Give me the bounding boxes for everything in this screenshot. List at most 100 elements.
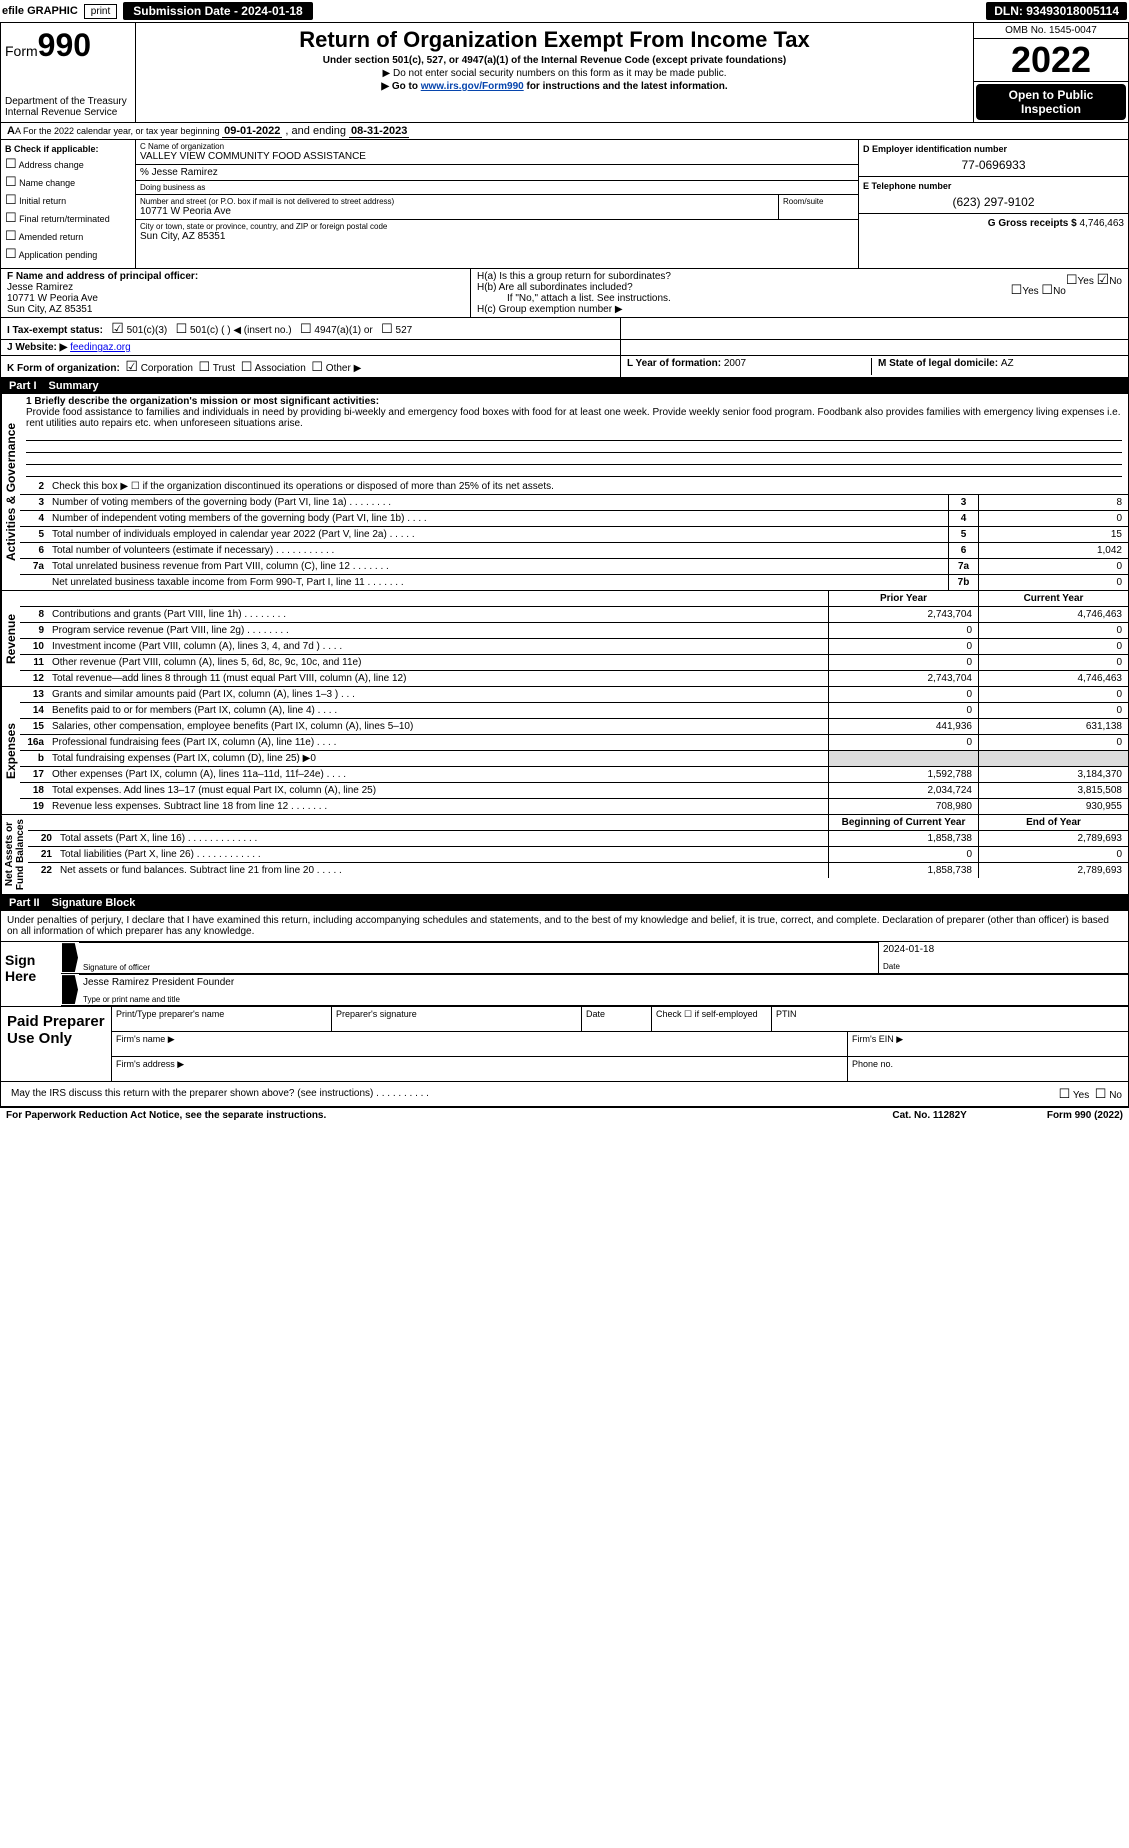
part1-title: Summary bbox=[49, 380, 99, 392]
website-link[interactable]: feedingaz.org bbox=[70, 342, 131, 353]
prep-sig: Preparer's signature bbox=[332, 1007, 582, 1031]
submission-date: Submission Date - 2024-01-18 bbox=[123, 2, 312, 20]
col-end: End of Year bbox=[978, 815, 1128, 830]
paid-preparer: Paid Preparer Use Only bbox=[1, 1007, 111, 1081]
firm-name: Firm's name ▶ bbox=[112, 1032, 848, 1056]
sig-declaration: Under penalties of perjury, I declare th… bbox=[1, 911, 1128, 942]
data-line: 12Total revenue—add lines 8 through 11 (… bbox=[20, 671, 1128, 686]
part2-label: Part II bbox=[9, 897, 40, 909]
city-label: City or town, state or province, country… bbox=[140, 222, 854, 231]
prep-check: Check ☐ if self-employed bbox=[652, 1007, 772, 1031]
data-line: Net unrelated business taxable income fr… bbox=[20, 575, 1128, 590]
city: Sun City, AZ 85351 bbox=[140, 231, 854, 242]
check-item: Name change bbox=[5, 174, 131, 190]
h-b: H(b) Are all subordinates included? bbox=[477, 282, 633, 293]
h-a: H(a) Is this a group return for subordin… bbox=[477, 271, 671, 282]
omb-number: OMB No. 1545-0047 bbox=[974, 23, 1128, 39]
addr-label: Number and street (or P.O. box if mail i… bbox=[140, 197, 774, 206]
data-line: 20Total assets (Part X, line 16) . . . .… bbox=[28, 831, 1128, 847]
form-org-label: K Form of organization: bbox=[7, 363, 120, 374]
tax-year: 2022 bbox=[974, 39, 1128, 82]
sig-date: 2024-01-18 bbox=[883, 944, 934, 955]
check-item: Amended return bbox=[5, 228, 131, 244]
form-number: Form990 bbox=[5, 27, 131, 64]
firm-ein: Firm's EIN ▶ bbox=[848, 1032, 1128, 1056]
data-line: 5Total number of individuals employed in… bbox=[20, 527, 1128, 543]
gross: 4,746,463 bbox=[1080, 218, 1125, 229]
q2: Check this box ▶ ☐ if the organization d… bbox=[48, 479, 1128, 494]
sign-here: Sign Here bbox=[1, 942, 61, 1006]
tel: (623) 297-9102 bbox=[863, 195, 1124, 209]
efile-label: efile GRAPHIC bbox=[2, 5, 78, 17]
form-note1: ▶ Do not enter social security numbers o… bbox=[140, 68, 969, 79]
q1-label: 1 Briefly describe the organization's mi… bbox=[26, 396, 379, 407]
gross-label: G Gross receipts $ bbox=[988, 218, 1080, 229]
check-item: Application pending bbox=[5, 246, 131, 262]
check-item: Initial return bbox=[5, 192, 131, 208]
data-line: bTotal fundraising expenses (Part IX, co… bbox=[20, 751, 1128, 767]
firm-addr: Firm's address ▶ bbox=[112, 1057, 848, 1081]
check-applicable: B Check if applicable: Address change Na… bbox=[1, 140, 136, 268]
check-item: Address change bbox=[5, 156, 131, 172]
arrow-icon bbox=[62, 943, 78, 972]
tel-label: E Telephone number bbox=[863, 181, 1124, 191]
data-line: 17Other expenses (Part IX, column (A), l… bbox=[20, 767, 1128, 783]
year-formation: 2007 bbox=[724, 358, 746, 369]
data-line: 7aTotal unrelated business revenue from … bbox=[20, 559, 1128, 575]
data-line: 8Contributions and grants (Part VIII, li… bbox=[20, 607, 1128, 623]
part2-title: Signature Block bbox=[52, 897, 136, 909]
form-title: Return of Organization Exempt From Incom… bbox=[140, 27, 969, 53]
data-line: 3Number of voting members of the governi… bbox=[20, 495, 1128, 511]
data-line: 11Other revenue (Part VIII, column (A), … bbox=[20, 655, 1128, 671]
data-line: 4Number of independent voting members of… bbox=[20, 511, 1128, 527]
website-label: J Website: ▶ bbox=[7, 342, 70, 353]
form-note2: ▶ Go to www.irs.gov/Form990 for instruct… bbox=[140, 81, 969, 92]
ein: 77-0696933 bbox=[863, 158, 1124, 172]
part1-label: Part I bbox=[9, 380, 37, 392]
care-of: % Jesse Ramirez bbox=[140, 167, 854, 178]
footer-right: Form 990 (2022) bbox=[1047, 1110, 1123, 1121]
arrow-icon bbox=[62, 975, 78, 1004]
room-label: Room/suite bbox=[778, 195, 858, 219]
data-line: 21Total liabilities (Part X, line 26) . … bbox=[28, 847, 1128, 863]
sidelabel-na: Net Assets or Fund Balances bbox=[1, 815, 28, 894]
data-line: 9Program service revenue (Part VIII, lin… bbox=[20, 623, 1128, 639]
officer-name-title: Jesse Ramirez President Founder bbox=[83, 977, 234, 988]
form-subtitle: Under section 501(c), 527, or 4947(a)(1)… bbox=[140, 55, 969, 66]
ptin: PTIN bbox=[772, 1007, 1128, 1031]
irs-link[interactable]: www.irs.gov/Form990 bbox=[421, 81, 524, 92]
officer-label: F Name and address of principal officer: bbox=[7, 271, 198, 282]
tax-status-label: I Tax-exempt status: bbox=[7, 325, 103, 336]
sidelabel-exp: Expenses bbox=[1, 687, 20, 814]
prep-date: Date bbox=[582, 1007, 652, 1031]
officer-addr2: Sun City, AZ 85351 bbox=[7, 304, 92, 315]
sidelabel-rev: Revenue bbox=[1, 591, 20, 686]
ein-label: D Employer identification number bbox=[863, 144, 1124, 154]
data-line: 14Benefits paid to or for members (Part … bbox=[20, 703, 1128, 719]
print-button[interactable]: print bbox=[84, 4, 117, 19]
state-domicile: AZ bbox=[1001, 358, 1014, 369]
dln: DLN: 93493018005114 bbox=[986, 2, 1127, 20]
footer-mid: Cat. No. 11282Y bbox=[892, 1110, 966, 1121]
data-line: 19Revenue less expenses. Subtract line 1… bbox=[20, 799, 1128, 814]
col-current: Current Year bbox=[978, 591, 1128, 606]
data-line: 10Investment income (Part VIII, column (… bbox=[20, 639, 1128, 655]
officer-addr1: 10771 W Peoria Ave bbox=[7, 293, 98, 304]
col-prior: Prior Year bbox=[828, 591, 978, 606]
data-line: 18Total expenses. Add lines 13–17 (must … bbox=[20, 783, 1128, 799]
may-irs: May the IRS discuss this return with the… bbox=[7, 1086, 962, 1102]
org-name-label: C Name of organization bbox=[140, 142, 854, 151]
footer-left: For Paperwork Reduction Act Notice, see … bbox=[6, 1110, 326, 1121]
check-item: Final return/terminated bbox=[5, 210, 131, 226]
open-public: Open to Public Inspection bbox=[976, 84, 1126, 120]
officer-name: Jesse Ramirez bbox=[7, 282, 73, 293]
data-line: 22Net assets or fund balances. Subtract … bbox=[28, 863, 1128, 878]
prep-name: Print/Type preparer's name bbox=[112, 1007, 332, 1031]
tax-period: AA For the 2022 calendar year, or tax ye… bbox=[1, 123, 1128, 140]
sidelabel-ag: Activities & Governance bbox=[1, 394, 20, 590]
mission-text: Provide food assistance to families and … bbox=[26, 407, 1120, 429]
org-name: VALLEY VIEW COMMUNITY FOOD ASSISTANCE bbox=[140, 151, 854, 162]
dept-label: Department of the Treasury Internal Reve… bbox=[5, 96, 131, 118]
dba-label: Doing business as bbox=[140, 183, 854, 192]
sig-officer-label: Signature of officer bbox=[83, 963, 150, 972]
